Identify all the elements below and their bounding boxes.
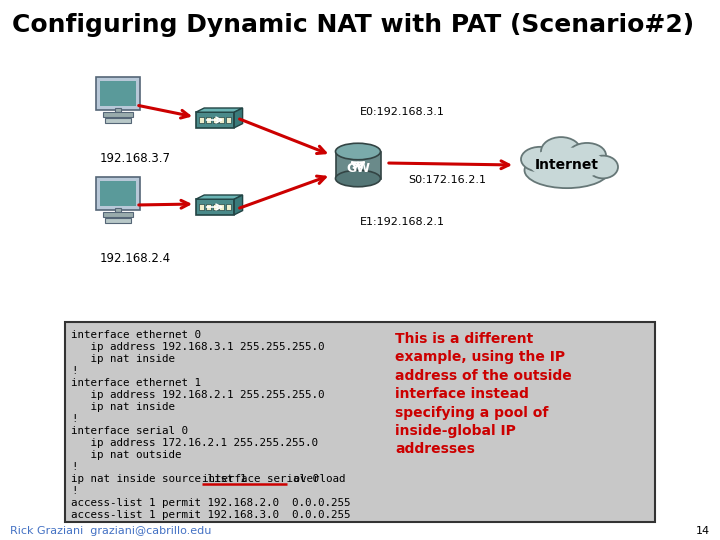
Bar	[199, 117, 204, 123]
Text: 14: 14	[696, 526, 710, 536]
Bar	[114, 208, 122, 212]
Polygon shape	[196, 195, 243, 199]
Text: Rick Graziani  graziani@cabrillo.edu: Rick Graziani graziani@cabrillo.edu	[10, 526, 212, 536]
FancyBboxPatch shape	[105, 218, 130, 222]
Bar	[212, 204, 217, 210]
Bar	[336, 152, 380, 179]
Bar	[225, 117, 230, 123]
Bar	[219, 117, 224, 123]
Text: GW: GW	[346, 161, 370, 174]
FancyBboxPatch shape	[196, 199, 234, 215]
Bar	[219, 204, 224, 210]
Ellipse shape	[529, 147, 605, 180]
Text: ip nat inside: ip nat inside	[71, 354, 175, 364]
Text: access-list 1 permit 192.168.2.0  0.0.0.255: access-list 1 permit 192.168.2.0 0.0.0.2…	[71, 498, 351, 508]
Text: 192.168.2.4: 192.168.2.4	[100, 252, 171, 265]
Bar	[114, 108, 122, 112]
Text: interface serial 0: interface serial 0	[202, 474, 319, 484]
Ellipse shape	[521, 147, 559, 172]
Bar	[206, 204, 211, 210]
Text: !: !	[71, 366, 78, 376]
Text: interface ethernet 1: interface ethernet 1	[71, 378, 201, 388]
Text: !: !	[71, 414, 78, 424]
Polygon shape	[234, 195, 243, 215]
FancyBboxPatch shape	[96, 77, 140, 110]
Polygon shape	[234, 108, 243, 128]
FancyBboxPatch shape	[102, 112, 133, 117]
Text: ip address 172.16.2.1 255.255.255.0: ip address 172.16.2.1 255.255.255.0	[71, 438, 318, 448]
FancyBboxPatch shape	[105, 118, 130, 123]
Polygon shape	[196, 108, 243, 112]
FancyBboxPatch shape	[196, 112, 234, 128]
Text: Internet: Internet	[535, 158, 599, 172]
Text: interface ethernet 0: interface ethernet 0	[71, 330, 201, 340]
Text: 192.168.3.7: 192.168.3.7	[100, 152, 171, 165]
Text: ip nat outside: ip nat outside	[71, 450, 181, 460]
Ellipse shape	[588, 156, 618, 178]
Bar	[212, 117, 217, 123]
Text: E0:192.168.3.1: E0:192.168.3.1	[360, 107, 445, 117]
Text: !: !	[71, 462, 78, 472]
Text: ip nat inside source list 1: ip nat inside source list 1	[71, 474, 253, 484]
Bar	[199, 204, 204, 210]
Text: access-list 1 permit 192.168.3.0  0.0.0.255: access-list 1 permit 192.168.3.0 0.0.0.2…	[71, 510, 351, 520]
FancyBboxPatch shape	[102, 212, 133, 217]
Text: Configuring Dynamic NAT with PAT (Scenario#2): Configuring Dynamic NAT with PAT (Scenar…	[12, 13, 694, 37]
Text: S0:172.16.2.1: S0:172.16.2.1	[408, 175, 486, 185]
FancyBboxPatch shape	[65, 322, 655, 522]
Bar	[206, 117, 211, 123]
Text: !: !	[71, 486, 78, 496]
Ellipse shape	[336, 170, 380, 187]
Ellipse shape	[336, 143, 380, 160]
Text: ip nat inside: ip nat inside	[71, 402, 175, 412]
Text: ip address 192.168.2.1 255.255.255.0: ip address 192.168.2.1 255.255.255.0	[71, 390, 325, 400]
Text: This is a different
example, using the IP
address of the outside
interface inste: This is a different example, using the I…	[395, 332, 572, 456]
Text: ip address 192.168.3.1 255.255.255.0: ip address 192.168.3.1 255.255.255.0	[71, 342, 325, 352]
Text: interface serial 0: interface serial 0	[71, 426, 188, 436]
FancyBboxPatch shape	[100, 181, 136, 206]
Text: overload: overload	[287, 474, 345, 484]
FancyBboxPatch shape	[100, 81, 136, 106]
Ellipse shape	[568, 143, 606, 167]
Text: E1:192.168.2.1: E1:192.168.2.1	[360, 217, 445, 227]
FancyBboxPatch shape	[96, 177, 140, 210]
Ellipse shape	[541, 137, 581, 166]
Ellipse shape	[524, 152, 610, 188]
Bar	[225, 204, 230, 210]
